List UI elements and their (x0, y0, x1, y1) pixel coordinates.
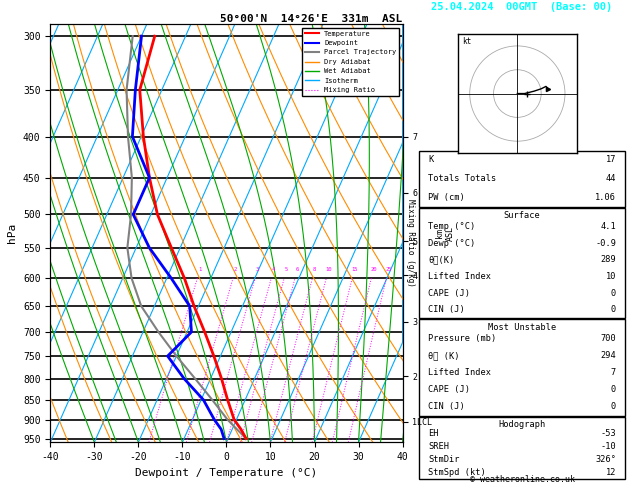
Text: -10: -10 (601, 442, 616, 451)
Text: PW (cm): PW (cm) (428, 193, 465, 202)
Text: StmDir: StmDir (428, 455, 459, 464)
Text: Temp (°C): Temp (°C) (428, 222, 476, 231)
Text: 2: 2 (234, 267, 237, 272)
Text: StmSpd (kt): StmSpd (kt) (428, 468, 486, 477)
Text: © weatheronline.co.uk: © weatheronline.co.uk (470, 475, 574, 484)
Text: 0: 0 (611, 402, 616, 412)
Text: 0: 0 (611, 306, 616, 314)
Text: CIN (J): CIN (J) (428, 306, 465, 314)
Text: 5: 5 (285, 267, 288, 272)
Text: Pressure (mb): Pressure (mb) (428, 334, 496, 343)
Text: 50°00'N  14°26'E  331m  ASL: 50°00'N 14°26'E 331m ASL (220, 14, 403, 23)
Text: 15: 15 (351, 267, 358, 272)
Text: 0: 0 (611, 289, 616, 298)
Text: 289: 289 (601, 256, 616, 264)
Text: Lifted Index: Lifted Index (428, 368, 491, 377)
X-axis label: Dewpoint / Temperature (°C): Dewpoint / Temperature (°C) (135, 468, 318, 478)
Text: Dewp (°C): Dewp (°C) (428, 239, 476, 248)
Text: K: K (428, 156, 433, 164)
Bar (420, 151, 625, 207)
Text: 8: 8 (313, 267, 316, 272)
Text: Totals Totals: Totals Totals (428, 174, 496, 183)
Text: 1.06: 1.06 (595, 193, 616, 202)
Text: CIN (J): CIN (J) (428, 402, 465, 412)
Text: 0: 0 (611, 385, 616, 394)
Text: 700: 700 (601, 334, 616, 343)
Text: EH: EH (428, 429, 438, 438)
Text: Surface: Surface (504, 211, 540, 221)
Text: Most Unstable: Most Unstable (488, 323, 556, 332)
Text: 44: 44 (606, 174, 616, 183)
Text: SREH: SREH (428, 442, 449, 451)
Text: 10: 10 (325, 267, 332, 272)
Bar (420, 319, 625, 416)
Text: 20: 20 (370, 267, 377, 272)
Text: -0.9: -0.9 (595, 239, 616, 248)
Text: Lifted Index: Lifted Index (428, 272, 491, 281)
Text: 10: 10 (606, 272, 616, 281)
Legend: Temperature, Dewpoint, Parcel Trajectory, Dry Adiabat, Wet Adiabat, Isotherm, Mi: Temperature, Dewpoint, Parcel Trajectory… (302, 28, 399, 96)
Text: 326°: 326° (595, 455, 616, 464)
Text: 25.04.2024  00GMT  (Base: 00): 25.04.2024 00GMT (Base: 00) (431, 2, 613, 13)
Text: 3: 3 (256, 267, 259, 272)
Y-axis label: km
ASL: km ASL (435, 226, 455, 241)
Text: Mixing Ratio (g/kg): Mixing Ratio (g/kg) (406, 199, 415, 287)
Text: CAPE (J): CAPE (J) (428, 289, 470, 298)
Text: 17: 17 (606, 156, 616, 164)
Text: 4: 4 (272, 267, 276, 272)
Text: 7: 7 (611, 368, 616, 377)
Bar (420, 208, 625, 318)
Text: 1: 1 (198, 267, 202, 272)
Text: 25: 25 (385, 267, 392, 272)
Bar (420, 417, 625, 479)
Text: θᴄ (K): θᴄ (K) (428, 351, 459, 360)
Text: 294: 294 (601, 351, 616, 360)
Text: 4.1: 4.1 (601, 222, 616, 231)
Text: 12: 12 (606, 468, 616, 477)
Text: Hodograph: Hodograph (498, 420, 546, 430)
Text: θᴄ(K): θᴄ(K) (428, 256, 454, 264)
Text: 6: 6 (296, 267, 299, 272)
Text: kt: kt (462, 36, 472, 46)
Text: CAPE (J): CAPE (J) (428, 385, 470, 394)
Text: -53: -53 (601, 429, 616, 438)
Y-axis label: hPa: hPa (8, 223, 18, 243)
